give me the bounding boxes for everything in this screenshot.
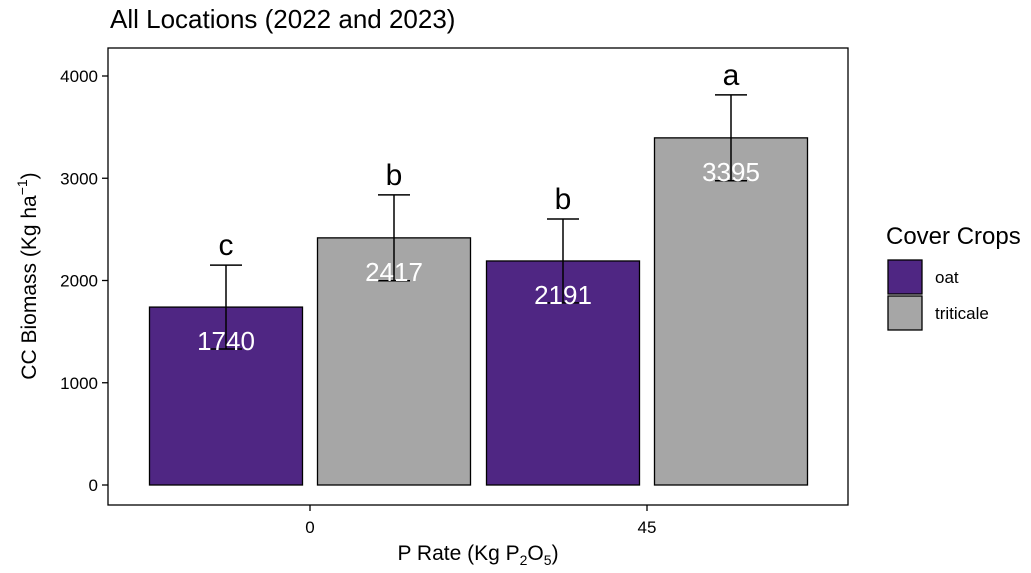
y-tick-label: 4000 [60, 67, 98, 86]
value-label: 2417 [365, 257, 423, 287]
x-tick-label: 0 [305, 518, 314, 537]
y-tick-label: 3000 [60, 169, 98, 188]
legend-swatch-oat [887, 259, 923, 295]
significance-letter: c [219, 229, 234, 262]
legend-label-triticale: triticale [935, 304, 989, 323]
bars: 1740 c 2417 b 2191 b 3395 a [148, 59, 809, 486]
y-axis-title: CC Biomass (Kg ha−1) [14, 172, 41, 379]
legend-swatch-triticale [887, 295, 923, 331]
y-tick-label: 0 [89, 476, 98, 495]
legend: Cover Crops oat triticale [886, 223, 1021, 331]
value-label: 3395 [702, 157, 760, 187]
value-label: 2191 [534, 280, 592, 310]
x-axis-title: P Rate (Kg P2O5) [397, 542, 558, 568]
y-tick-label: 2000 [60, 272, 98, 291]
value-label: 1740 [197, 326, 255, 356]
significance-letter: a [723, 59, 740, 92]
y-axis: 0 1000 2000 3000 4000 [60, 67, 108, 495]
legend-title: Cover Crops [886, 223, 1021, 250]
y-tick-label: 1000 [60, 374, 98, 393]
significance-letter: b [555, 183, 572, 216]
bar-triticale [653, 137, 809, 486]
x-axis: 0 45 [305, 505, 656, 537]
chart-title: All Locations (2022 and 2023) [110, 4, 455, 34]
legend-label-oat: oat [935, 268, 959, 287]
significance-letter: b [386, 159, 403, 192]
x-tick-label: 45 [638, 518, 657, 537]
